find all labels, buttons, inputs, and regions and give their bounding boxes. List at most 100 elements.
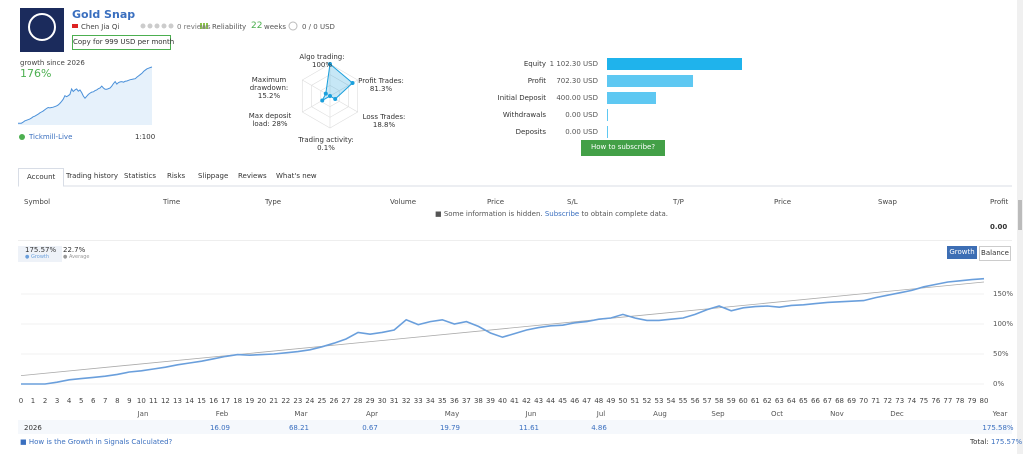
tab[interactable]: Reviews — [238, 172, 267, 180]
author[interactable]: Chen Jia Qi — [81, 23, 120, 31]
tab[interactable]: Risks — [167, 172, 186, 180]
broker[interactable]: Tickmill-Live — [29, 133, 73, 141]
notice: ■ Some information is hidden. Subscribe … — [435, 210, 669, 218]
x-tick-label: 18 — [233, 397, 243, 405]
reliability-bars — [200, 23, 208, 29]
x-tick-label: 77 — [943, 397, 953, 405]
tab[interactable]: What's new — [276, 172, 317, 180]
x-tick-label: 65 — [798, 397, 808, 405]
logo-ring — [28, 13, 56, 41]
month-value: 11.61 — [518, 424, 540, 432]
radar-label: Algo trading: 100% — [290, 53, 354, 69]
footer-link-text[interactable]: How is the Growth in Signals Calculated? — [28, 438, 173, 446]
x-tick-label: 47 — [582, 397, 592, 405]
subscribe-button[interactable]: How to subscribe? — [581, 140, 665, 156]
month-label: Oct — [770, 410, 784, 418]
x-tick-label: 62 — [762, 397, 772, 405]
account-value: 702.30 USD — [556, 77, 598, 85]
month-label: Apr — [365, 410, 379, 418]
year-row-bg — [18, 420, 1012, 434]
tab[interactable]: Statistics — [124, 172, 156, 180]
column-header: Symbol — [24, 198, 51, 206]
notice-text: Some information is hidden. — [443, 210, 543, 218]
tab[interactable]: Account — [18, 168, 65, 187]
x-tick-label: 58 — [714, 397, 724, 405]
tab[interactable]: Trading history — [66, 172, 118, 180]
account-value: 400.00 USD — [556, 94, 598, 102]
x-tick-label: 14 — [185, 397, 194, 405]
chart-button[interactable]: Balance — [979, 246, 1011, 261]
x-tick-label: 6 — [90, 397, 96, 405]
total-value: 175.57% — [990, 438, 1023, 446]
month-label: Aug — [653, 410, 667, 418]
radar-axis-value: 81.3% — [369, 85, 393, 93]
trend-line — [20, 281, 985, 376]
x-tick-label: 39 — [485, 397, 495, 405]
x-tick-label: 29 — [365, 397, 375, 405]
column-header: Price — [774, 198, 792, 206]
column-header: T/P — [673, 198, 684, 206]
radar-axis-name: Max deposit load: — [248, 112, 292, 128]
tab[interactable]: Slippage — [198, 172, 229, 180]
x-tick-label: 40 — [498, 397, 507, 405]
x-tick-label: 36 — [449, 397, 459, 405]
column-header: Type — [265, 198, 282, 206]
x-tick-label: 72 — [883, 397, 893, 405]
month-label: Jul — [596, 410, 606, 418]
x-tick-label: 46 — [570, 397, 580, 405]
footer-link[interactable]: ■ How is the Growth in Signals Calculate… — [20, 438, 173, 446]
radar-axis-name: Profit Trades: — [358, 77, 404, 85]
x-tick-label: 3 — [54, 397, 60, 405]
x-tick-label: 37 — [461, 397, 471, 405]
chart-button[interactable]: Growth — [947, 246, 977, 259]
x-tick-label: 25 — [317, 397, 327, 405]
column-header: Time — [163, 198, 181, 206]
x-tick-label: 48 — [594, 397, 604, 405]
notice-link[interactable]: Subscribe — [544, 210, 580, 218]
scroll-thumb[interactable] — [1018, 200, 1022, 230]
month-label: Year — [992, 410, 1008, 418]
x-tick-label: 26 — [329, 397, 339, 405]
month-value: 19.79 — [439, 424, 461, 432]
growth-line — [21, 277, 985, 385]
month-value: 175.58% — [982, 424, 1014, 432]
copy-button[interactable]: Copy for 999 USD per month — [72, 35, 174, 50]
month-label: Jun — [525, 410, 537, 418]
x-tick-label: 31 — [389, 397, 399, 405]
month-label: Sep — [711, 410, 725, 418]
profit-total: 0.00 — [990, 223, 1008, 231]
reviews[interactable]: 0 reviews — [177, 23, 211, 31]
leverage: 1:100 — [135, 133, 156, 141]
footer-total: Total: 175.57% — [970, 438, 1022, 446]
radar-point — [320, 98, 325, 103]
x-tick-label: 10 — [136, 397, 146, 405]
month-label: Jan — [137, 410, 149, 418]
x-tick-label: 78 — [955, 397, 965, 405]
month-value: 68.21 — [288, 424, 310, 432]
account-bar — [607, 58, 742, 70]
account-bar — [607, 126, 608, 138]
verified-icon — [19, 134, 25, 140]
y-tick-label: 0% — [993, 380, 1005, 388]
x-tick-label: 7 — [103, 397, 108, 405]
x-tick-label: 71 — [871, 397, 881, 405]
month-label: Mar — [294, 410, 308, 418]
title: Gold Snap — [72, 8, 136, 21]
x-tick-label: 54 — [666, 397, 676, 405]
radar-axis-value: 100% — [311, 61, 332, 69]
column-header: Volume — [390, 198, 417, 206]
x-tick-label: 55 — [678, 397, 688, 405]
month-value: 4.86 — [591, 424, 607, 432]
x-tick-label: 11 — [148, 397, 158, 405]
reliability: Reliability — [212, 23, 247, 31]
month-label: Feb — [215, 410, 229, 418]
growth-since: growth since 2026 — [20, 59, 85, 67]
x-tick-label: 20 — [257, 397, 267, 405]
month-value: 16.09 — [209, 424, 231, 432]
x-tick-label: 60 — [738, 397, 748, 405]
account-label: Withdrawals — [502, 111, 546, 119]
x-tick-label: 76 — [931, 397, 941, 405]
x-tick-label: 9 — [127, 397, 132, 405]
radar-axis-value: 0.1% — [317, 144, 335, 152]
